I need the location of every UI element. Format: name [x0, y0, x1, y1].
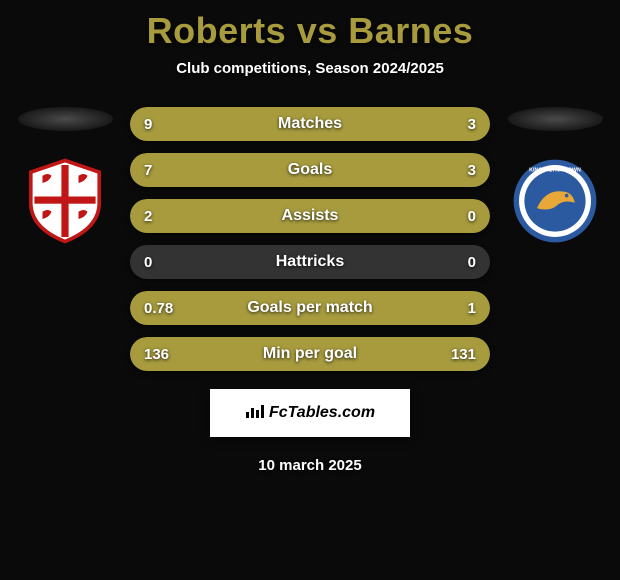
stat-row: 0Hattricks0 [130, 245, 490, 279]
left-club-crest-icon [20, 156, 110, 246]
right-club-crest-icon: KING'S LYNN TOWN [510, 156, 600, 246]
fctables-logo[interactable]: FcTables.com [210, 389, 410, 437]
stat-row: 7Goals3 [130, 153, 490, 187]
stat-right-value: 1 [468, 291, 476, 325]
chart-icon [245, 403, 265, 424]
comparison-card: Roberts vs Barnes Club competitions, Sea… [0, 0, 620, 494]
shadow-ellipse [18, 107, 113, 131]
main-row: 9Matches37Goals32Assists00Hattricks00.78… [0, 107, 620, 371]
stat-row: 9Matches3 [130, 107, 490, 141]
stat-label: Goals per match [130, 291, 490, 325]
stat-label: Min per goal [130, 337, 490, 371]
stat-right-value: 3 [468, 107, 476, 141]
shadow-ellipse [508, 107, 603, 131]
stat-right-value: 0 [468, 245, 476, 279]
stat-right-value: 3 [468, 153, 476, 187]
left-crest-column [10, 107, 120, 246]
stats-column: 9Matches37Goals32Assists00Hattricks00.78… [130, 107, 490, 371]
date-text: 10 march 2025 [258, 457, 361, 474]
right-crest-column: KING'S LYNN TOWN [500, 107, 610, 246]
subtitle: Club competitions, Season 2024/2025 [176, 60, 444, 77]
logo-text: FcTables.com [269, 404, 375, 422]
svg-text:KING'S LYNN TOWN: KING'S LYNN TOWN [529, 167, 581, 173]
stat-row: 136Min per goal131 [130, 337, 490, 371]
stat-label: Hattricks [130, 245, 490, 279]
stat-label: Assists [130, 199, 490, 233]
stat-right-value: 0 [468, 199, 476, 233]
stat-row: 0.78Goals per match1 [130, 291, 490, 325]
stat-label: Matches [130, 107, 490, 141]
stat-right-value: 131 [451, 337, 476, 371]
page-title: Roberts vs Barnes [147, 10, 474, 52]
stat-row: 2Assists0 [130, 199, 490, 233]
stat-label: Goals [130, 153, 490, 187]
